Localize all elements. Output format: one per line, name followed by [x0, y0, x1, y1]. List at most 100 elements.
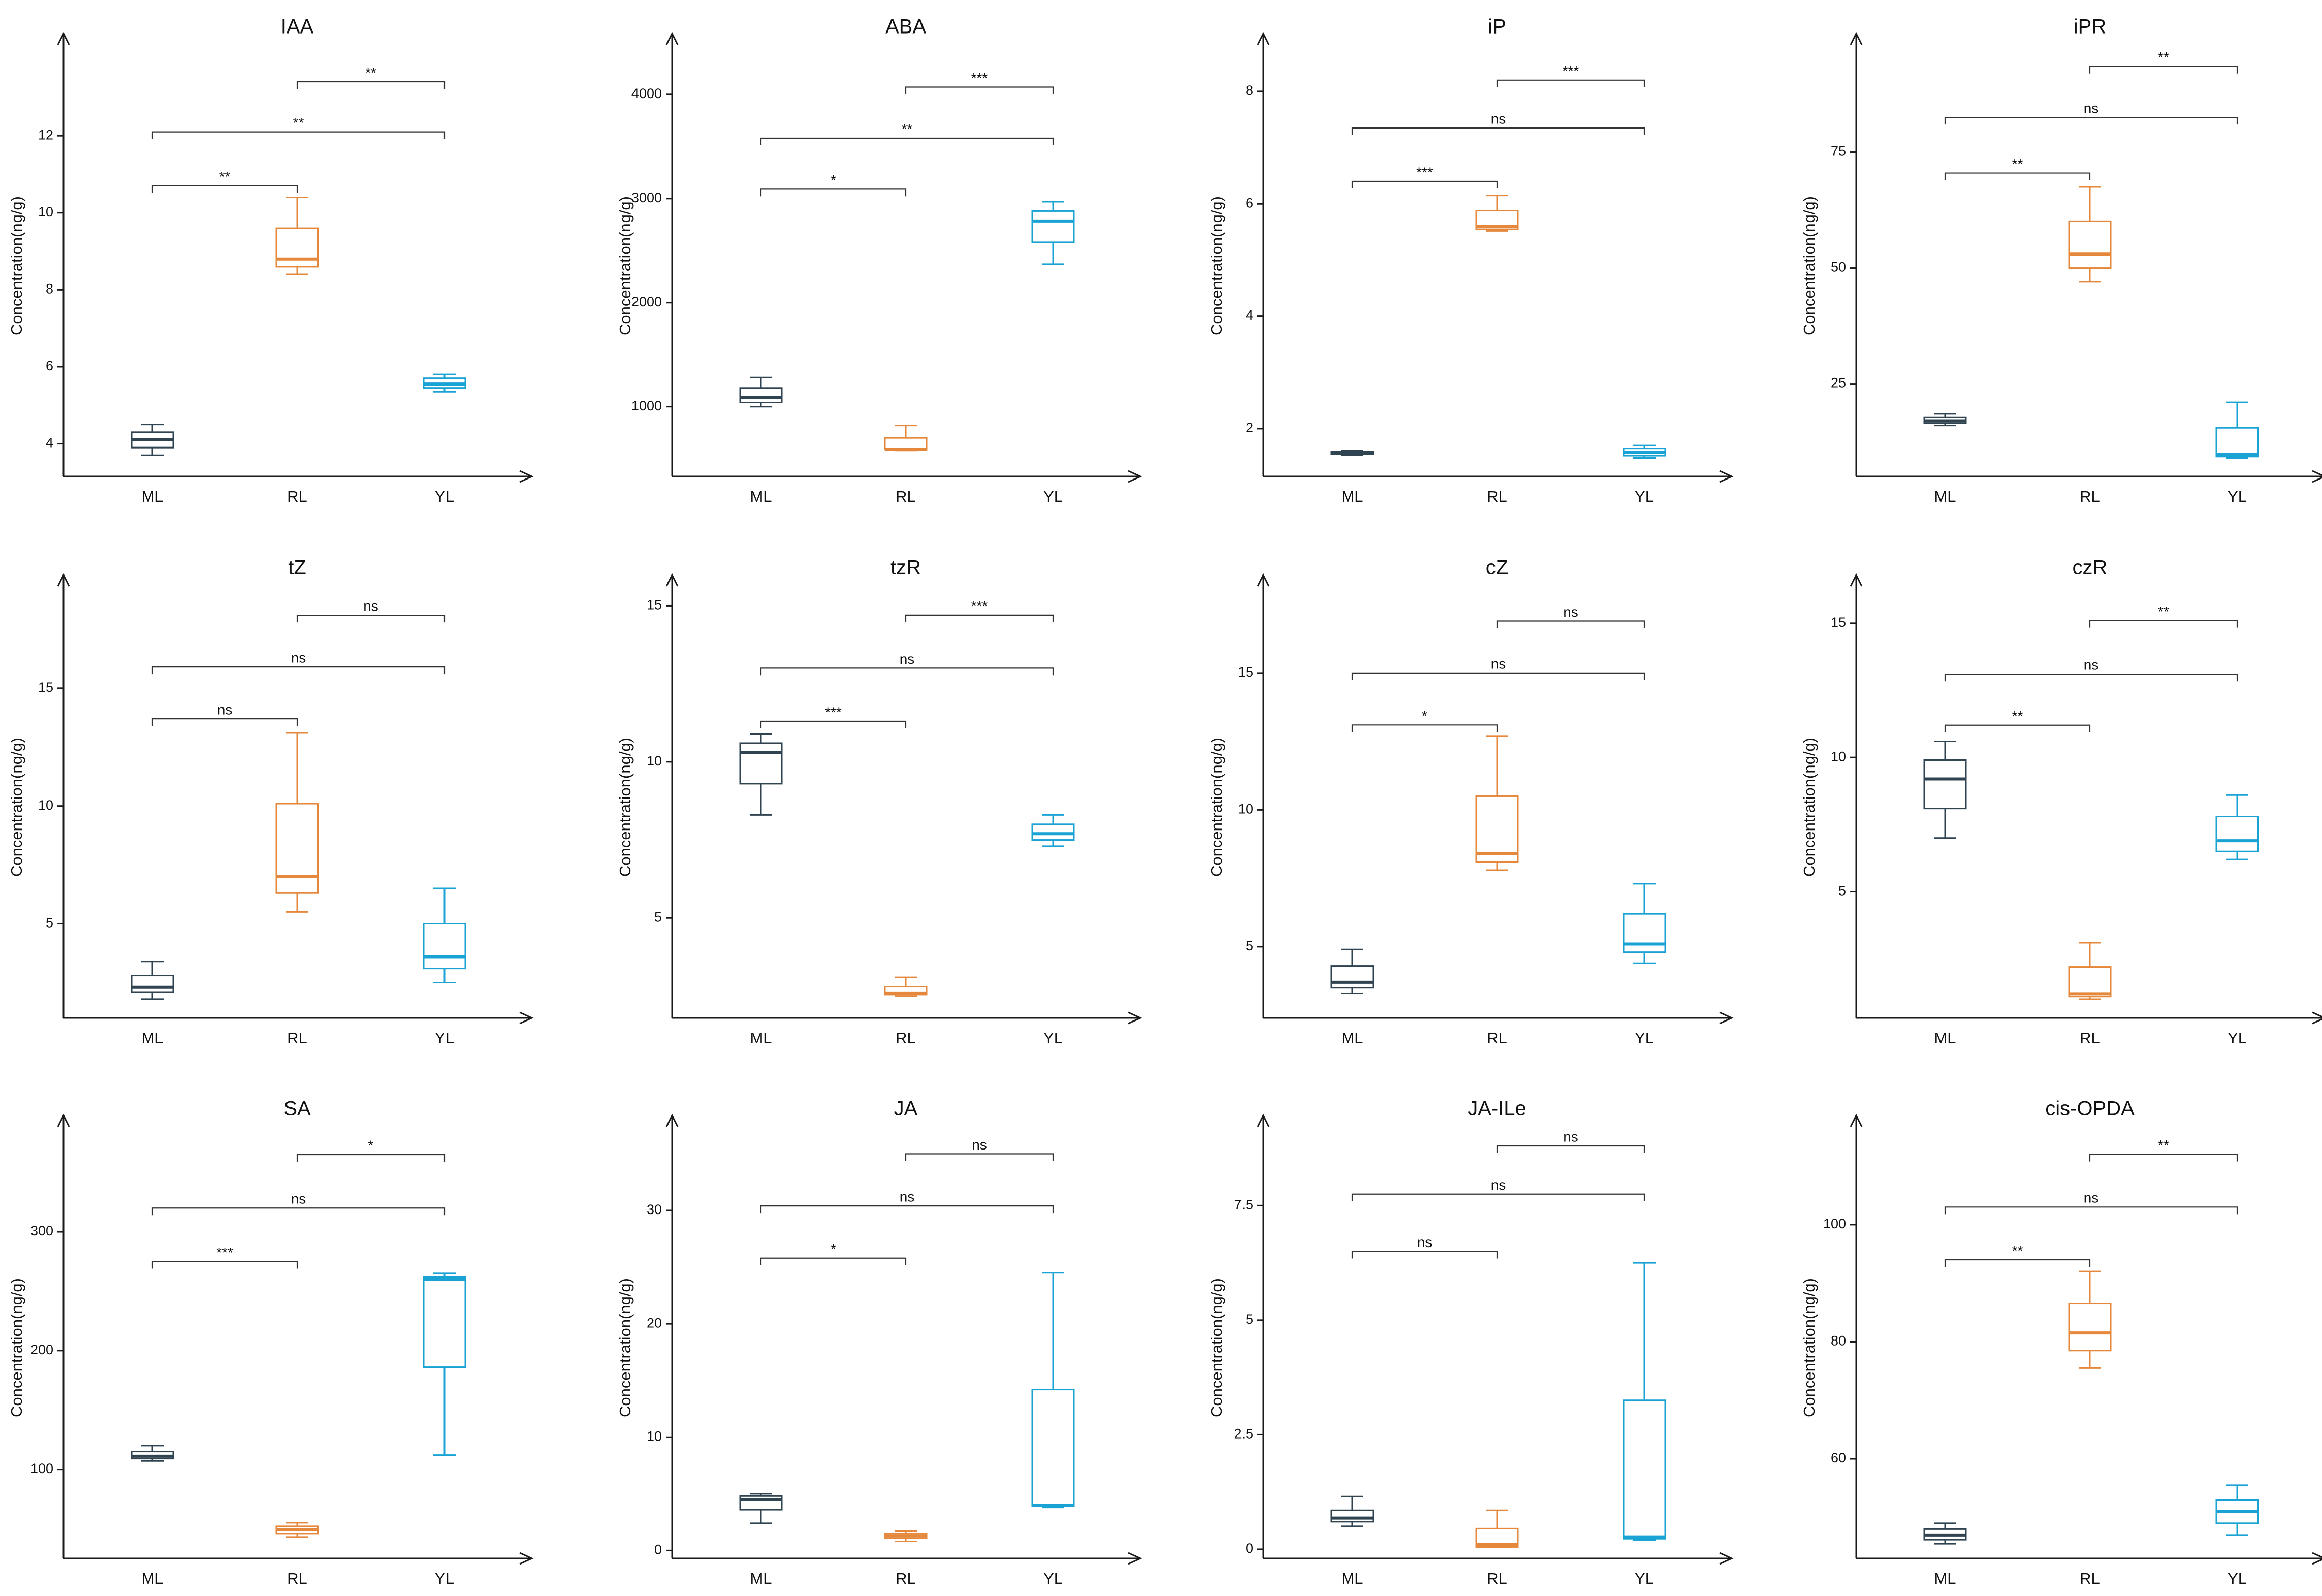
significance-bracket: [151, 666, 446, 675]
box-rl: [884, 976, 928, 997]
box-ml: [131, 1445, 174, 1462]
significance-bracket: [296, 1154, 446, 1162]
x-tick-label: YL: [2228, 488, 2247, 505]
x-axis-arrow: [1128, 1011, 1142, 1025]
box-yl: [2215, 401, 2259, 459]
box-ml: [131, 424, 174, 456]
panel-sa: SA 100 200 300 Concentration(ng/g) ML RL YL *** n…: [8, 1098, 534, 1587]
iqr-box: [2215, 816, 2259, 852]
panel-czr: czR 5 10 15 Concentration(ng/g) ML RL YL ** ns **: [1800, 557, 2322, 1047]
box-yl: [423, 1272, 466, 1456]
iqr-box: [1330, 965, 1374, 989]
significance-bracket: [1944, 172, 2091, 180]
significance-label: ns: [291, 1191, 306, 1207]
box-rl: [884, 1530, 928, 1543]
significance-bracket: [296, 614, 446, 623]
significance-label: **: [2012, 1242, 2023, 1258]
box-rl: [275, 1522, 319, 1538]
significance-bracket: [151, 718, 298, 726]
y-tick-label: 60: [1831, 1450, 1846, 1465]
y-tick-label: 5: [654, 909, 662, 924]
x-tick-label: RL: [1487, 1029, 1507, 1047]
significance-label: **: [2158, 603, 2169, 619]
x-axis-arrow: [2312, 470, 2322, 483]
significance-bracket: [905, 1153, 1054, 1161]
significance-ml-rl: *: [1351, 708, 1498, 732]
significance-label: ns: [1491, 1177, 1506, 1193]
box-rl: [1475, 1509, 1519, 1548]
significance-label: **: [219, 169, 231, 184]
y-tick-label: 15: [1831, 615, 1846, 630]
significance-ml-rl: *: [760, 172, 907, 197]
iqr-box: [2068, 966, 2112, 998]
y-tick-label: 2000: [631, 294, 662, 309]
box-yl: [1623, 1262, 1666, 1541]
box-yl: [423, 373, 466, 393]
iqr-box: [1623, 1399, 1666, 1540]
box-rl: [2068, 186, 2112, 283]
x-tick-label: ML: [750, 1029, 772, 1047]
panel-cz: cZ 5 10 15 Concentration(ng/g) ML RL YL * ns ns: [1207, 557, 1734, 1047]
x-tick-label: RL: [287, 488, 307, 505]
panel-title: ABA: [885, 16, 926, 38]
box-ml: [739, 376, 783, 408]
box-ml: [131, 961, 174, 1000]
significance-ml-rl: *: [760, 1241, 907, 1265]
y-axis-arrow: [1850, 1113, 1863, 1127]
x-tick-label: RL: [2080, 1029, 2100, 1047]
significance-bracket: [1944, 674, 2238, 682]
y-tick-label: 100: [1823, 1216, 1846, 1231]
iqr-box: [423, 1276, 466, 1368]
y-tick-label: 10: [1238, 802, 1253, 817]
x-tick-label: YL: [1043, 1570, 1063, 1587]
y-axis-label: Concentration(ng/g): [8, 196, 25, 335]
y-axis-label: Concentration(ng/g): [8, 1278, 25, 1417]
box-yl: [1031, 1272, 1075, 1509]
y-axis-label: Concentration(ng/g): [1207, 1278, 1225, 1417]
significance-rl-yl: **: [2089, 1137, 2238, 1162]
iqr-box: [1031, 210, 1075, 243]
significance-rl-yl: **: [2089, 49, 2238, 74]
iqr-box: [884, 437, 928, 451]
panel-title: iPR: [2074, 16, 2106, 38]
significance-label: ns: [972, 1137, 987, 1153]
significance-rl-yl: ns: [296, 598, 446, 623]
box-rl: [1475, 735, 1519, 871]
x-tick-label: YL: [2228, 1570, 2247, 1587]
significance-bracket: [1351, 180, 1498, 188]
y-axis-label: Concentration(ng/g): [616, 738, 634, 877]
significance-bracket: [1496, 620, 1645, 628]
y-tick-label: 12: [38, 127, 53, 142]
y-tick-label: 5: [1838, 883, 1846, 899]
significance-bracket: [1351, 127, 1645, 135]
panel-tz: tZ 5 10 15 Concentration(ng/g) ML RL YL ns ns ns: [8, 557, 534, 1047]
significance-bracket: [151, 1207, 446, 1216]
significance-ml-rl: **: [151, 169, 298, 193]
significance-rl-yl: ***: [905, 70, 1054, 94]
significance-ml-yl: ns: [151, 1191, 446, 1216]
box-ml: [1923, 740, 1967, 839]
y-tick-label: 15: [38, 680, 53, 695]
significance-rl-yl: ns: [1496, 1129, 1645, 1154]
panel-ip: iP 2 4 6 8 Concentration(ng/g) ML RL YL *** ns ***: [1207, 16, 1734, 505]
y-tick-label: 8: [1246, 83, 1253, 98]
significance-label: ns: [1417, 1234, 1433, 1250]
x-tick-label: ML: [1934, 488, 1956, 505]
y-tick-label: 10: [1831, 749, 1846, 764]
iqr-box: [739, 742, 783, 785]
significance-rl-yl: ns: [905, 1137, 1054, 1161]
panel-ja-ile: JA-ILe 0 2.5 5 7.5 Concentration(ng/g) ML RL YL n…: [1207, 1098, 1734, 1587]
significance-ml-rl: ***: [1351, 164, 1498, 188]
y-tick-label: 6: [1246, 195, 1253, 210]
panel-title: tzR: [890, 557, 921, 579]
x-tick-label: RL: [2080, 1570, 2100, 1587]
y-axis-arrow: [57, 573, 70, 587]
iqr-box: [1031, 1389, 1075, 1507]
x-axis-arrow: [2312, 1552, 2322, 1565]
x-tick-label: YL: [435, 1570, 454, 1587]
y-tick-label: 7.5: [1234, 1197, 1253, 1212]
y-tick-label: 10: [38, 797, 53, 813]
y-tick-label: 25: [1831, 375, 1846, 391]
significance-ml-yl: **: [760, 121, 1054, 145]
panel-ja: JA 0 10 20 30 Concentration(ng/g) ML RL YL * ns ns: [616, 1098, 1142, 1587]
